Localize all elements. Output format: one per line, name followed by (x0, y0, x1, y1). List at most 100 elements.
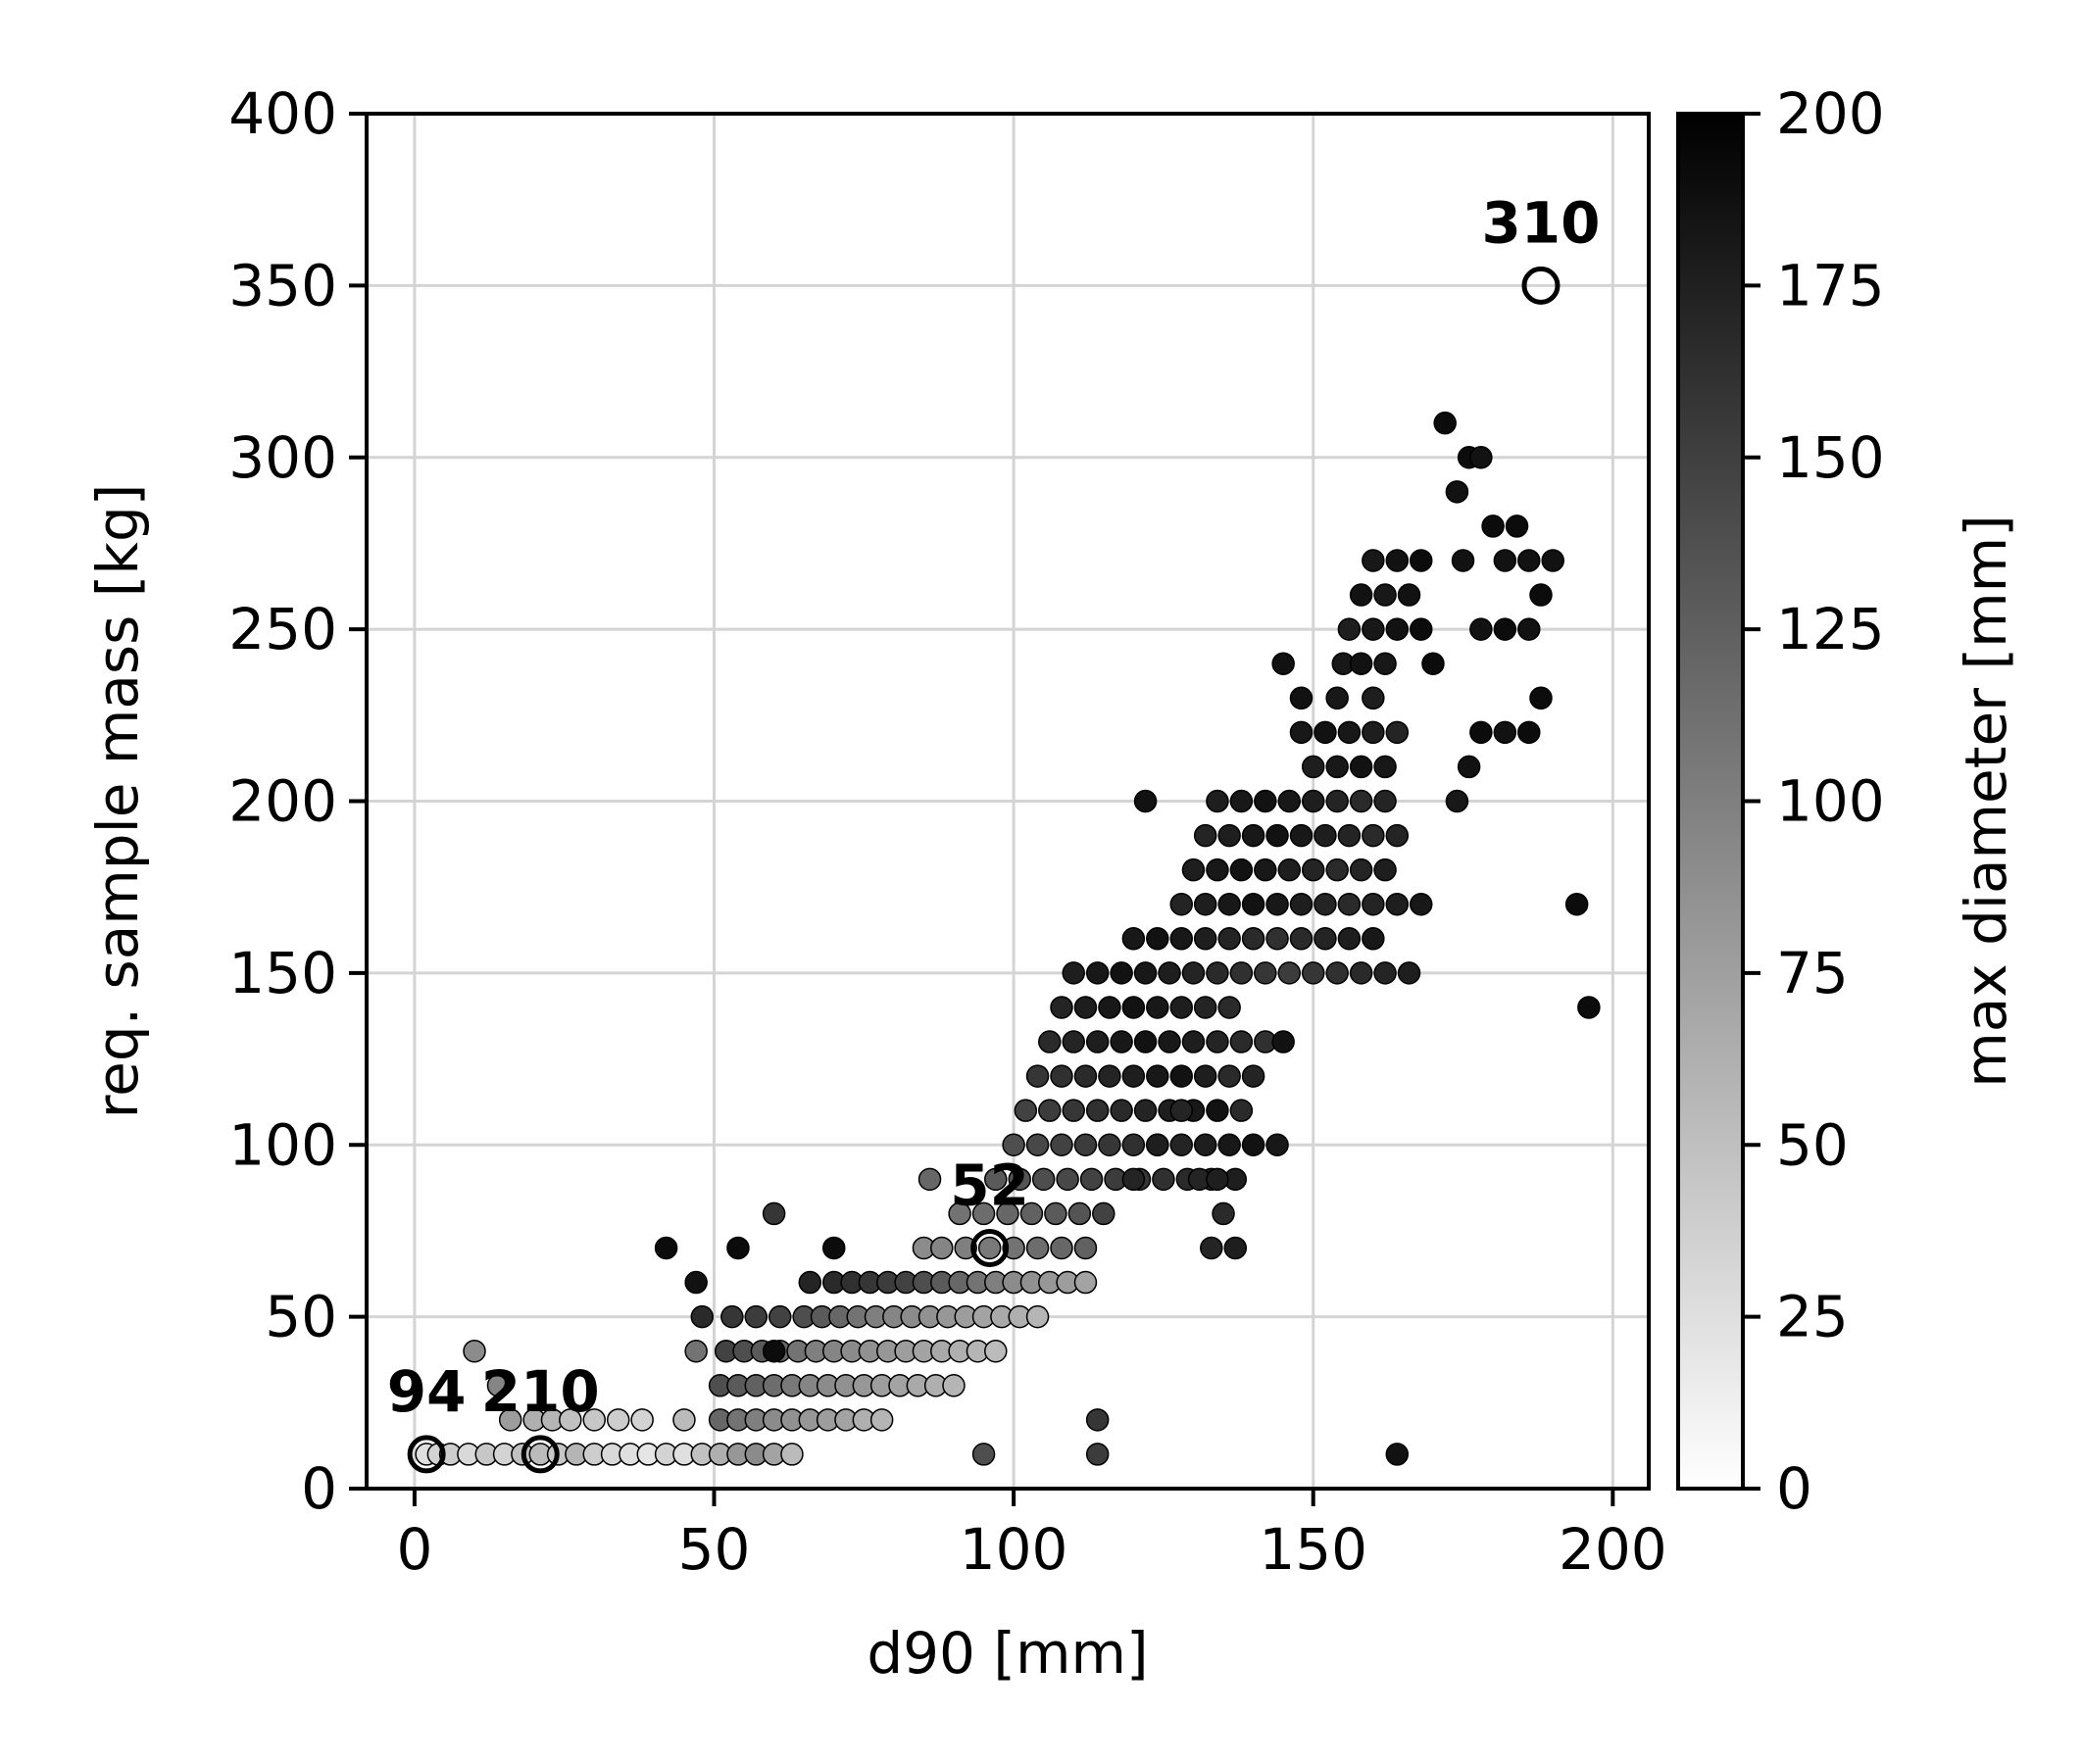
data-point (1133, 1030, 1158, 1054)
highlighted-points (407, 266, 1561, 1474)
colorbar-tick-label: 25 (1776, 1284, 1849, 1350)
annotation-label: 310 (1481, 189, 1600, 256)
data-point (1451, 549, 1475, 572)
data-point (1062, 1099, 1085, 1122)
data-point (1469, 720, 1493, 745)
data-point (1206, 1030, 1229, 1054)
data-point (726, 1236, 750, 1260)
data-point (1362, 823, 1385, 848)
data-point (1325, 858, 1349, 882)
data-point (1025, 1133, 1050, 1156)
data-point (1229, 1099, 1254, 1122)
data-point (1073, 1270, 1098, 1295)
data-point (984, 1167, 1008, 1192)
colorbar-tick-label: 200 (1776, 80, 1885, 147)
y-tick-label: 50 (265, 1284, 337, 1350)
data-point (1193, 1064, 1217, 1088)
data-point (1325, 961, 1349, 985)
data-point (1025, 1304, 1050, 1329)
data-point (1044, 1201, 1067, 1226)
data-point (1373, 652, 1397, 675)
colorbar-tick-label: 0 (1776, 1455, 1812, 1522)
data-point (1146, 996, 1169, 1019)
data-point (1079, 1167, 1104, 1192)
data-point (1031, 1167, 1056, 1192)
colorbar-tick-label: 100 (1776, 768, 1885, 835)
data-point (1181, 961, 1206, 985)
data-point (1254, 961, 1277, 985)
data-point (1038, 1099, 1062, 1122)
data-point (1541, 549, 1564, 572)
data-point (1493, 720, 1517, 745)
data-point (1493, 549, 1517, 572)
data-point (1241, 927, 1265, 951)
data-point (463, 1339, 486, 1363)
data-point (1073, 1064, 1098, 1088)
data-point (1289, 927, 1314, 951)
data-point (798, 1270, 822, 1295)
data-point (1050, 996, 1073, 1019)
data-point (1373, 858, 1397, 882)
data-point (1564, 892, 1589, 916)
data-point (1301, 789, 1325, 813)
data-point (1385, 892, 1410, 916)
data-point (1337, 927, 1362, 951)
data-point (1067, 1201, 1092, 1226)
data-point (1223, 1236, 1248, 1260)
data-point (1337, 617, 1362, 641)
data-point (942, 1374, 966, 1397)
x-tick-label: 100 (960, 1516, 1068, 1583)
data-point (1169, 1133, 1194, 1156)
data-point (1314, 823, 1337, 848)
data-point (1265, 823, 1289, 848)
data-point (1457, 755, 1481, 779)
data-point (606, 1408, 630, 1432)
data-point (1385, 617, 1410, 641)
data-point (1349, 755, 1373, 779)
data-point (821, 1236, 846, 1260)
data-point (1577, 996, 1601, 1019)
y-tick-label: 200 (228, 768, 337, 835)
data-point (1098, 996, 1121, 1019)
colorbar-tick-label: 125 (1776, 596, 1885, 662)
data-point (1445, 789, 1469, 813)
data-point (1181, 1030, 1206, 1054)
data-point (1146, 1133, 1169, 1156)
colorbar-tick-label: 50 (1776, 1111, 1849, 1178)
data-point (1217, 996, 1241, 1019)
data-point (1050, 1236, 1073, 1260)
data-point (996, 1201, 1019, 1226)
colorbar-tick-label: 75 (1776, 940, 1849, 1006)
data-point (1098, 1133, 1121, 1156)
highlight-ring (520, 1435, 560, 1474)
data-point (1229, 789, 1254, 813)
data-point (1146, 1064, 1169, 1088)
data-point (1085, 1408, 1110, 1432)
data-point (1169, 1099, 1194, 1122)
data-point (1397, 583, 1421, 607)
data-point (1206, 789, 1229, 813)
data-point (869, 1408, 894, 1432)
data-point (1008, 1167, 1031, 1192)
data-point (1373, 583, 1397, 607)
data-point (1265, 927, 1289, 951)
data-point (1085, 1030, 1110, 1054)
data-point (1349, 961, 1373, 985)
data-point (1229, 1030, 1254, 1054)
data-point (1409, 892, 1433, 916)
data-point (1271, 652, 1295, 675)
data-point (1241, 892, 1265, 916)
data-point (1505, 514, 1529, 538)
annotations: 94 210 52 310 (387, 189, 1601, 1425)
y-tick-label: 300 (228, 424, 337, 491)
data-point (1169, 1064, 1194, 1088)
data-point (1200, 1236, 1223, 1260)
data-point (971, 1201, 996, 1226)
data-point (1433, 411, 1457, 435)
data-point (1169, 892, 1194, 916)
colorbar-ticks: 0 25 50 75 100 125 150 175 200 (1743, 80, 1885, 1522)
data-point (1206, 961, 1229, 985)
data-point (1019, 1201, 1044, 1226)
data-point (780, 1443, 804, 1466)
